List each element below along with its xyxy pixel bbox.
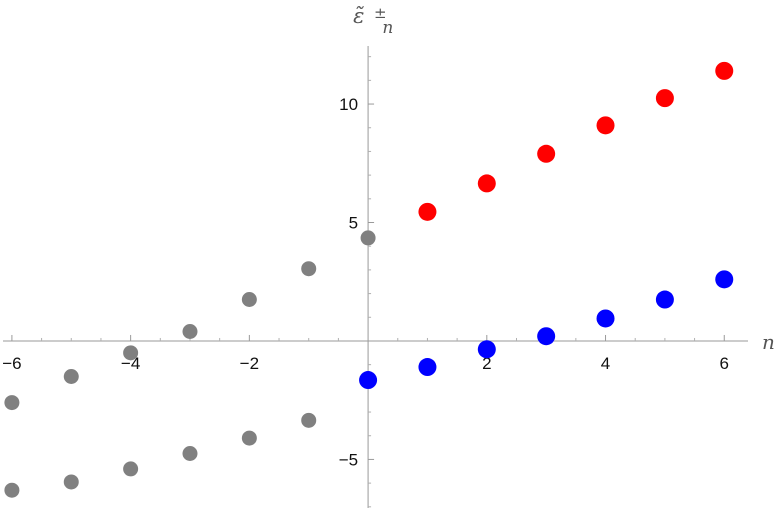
x-axis-label: n [762,330,775,354]
x-tick-label: 6 [720,354,729,373]
y-axis-label-superscript: ± [374,4,387,22]
data-point-series-2 [655,89,674,108]
data-point-series-2 [418,202,437,221]
data-point-series-3 [655,290,674,309]
data-point-series-1 [4,482,20,498]
data-point-series-1 [182,446,198,462]
data-point-series-1 [301,412,317,428]
data-point-series-3 [537,327,556,346]
data-point-series-0 [123,345,139,361]
data-point-series-2 [537,144,556,163]
axes [3,46,748,508]
x-tick-label: −6 [2,354,21,373]
y-tick-label: 10 [339,95,358,114]
x-tick-label: 2 [482,354,491,373]
data-point-series-3 [715,270,734,289]
x-tick-label: −4 [121,354,140,373]
x-tick-label: 4 [601,354,610,373]
tick-labels: −6 −4 −2 2 4 6 −5 5 10 [2,95,729,469]
y-axis-label: ε̃ ± n [353,0,393,38]
y-tick-label: 5 [349,214,358,233]
tick-marks [11,56,725,508]
data-points [4,61,734,498]
x-tick-label: −2 [240,354,259,373]
data-point-series-3 [596,309,615,328]
data-point-series-0 [63,369,79,385]
data-point-series-2 [596,116,615,135]
y-tick-label: −5 [339,450,358,469]
y-axis-label-subscript: n [382,18,393,38]
y-axis-label-base: ε̃ [353,4,364,28]
data-point-series-1 [241,430,257,446]
data-point-series-0 [241,292,257,308]
data-point-series-2 [477,174,496,193]
data-point-series-3 [418,358,437,377]
data-point-series-0 [182,323,198,339]
data-point-series-2 [715,61,734,80]
data-point-series-1 [123,461,139,477]
data-point-series-3 [359,371,378,390]
data-point-series-3 [477,340,496,359]
data-point-series-0 [4,395,20,411]
data-point-series-0 [360,230,376,246]
data-point-series-1 [63,474,79,490]
data-point-series-0 [301,261,317,277]
